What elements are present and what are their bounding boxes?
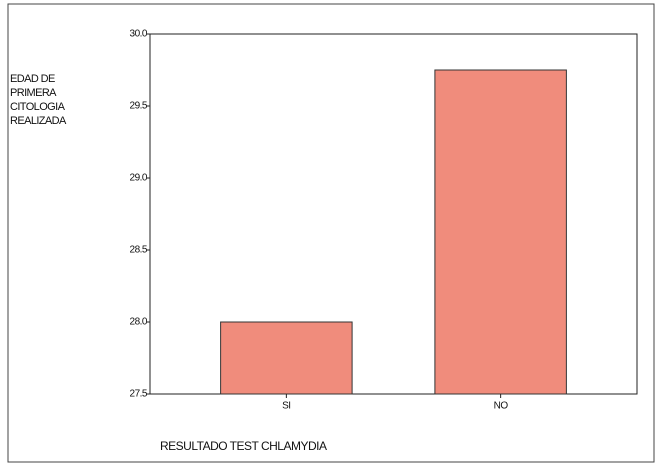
bar	[220, 321, 353, 395]
y-tick-label: 30.0	[130, 29, 148, 40]
y-tick-label: 28.5	[130, 245, 148, 256]
x-tick-label: NO	[494, 401, 509, 412]
x-tick-label: SI	[282, 401, 290, 412]
y-axis-label: EDAD DE PRIMERA CITOLOGIA REALIZADA	[10, 73, 66, 127]
y-tick-label: 27.5	[130, 389, 148, 400]
y-tick-label: 28.0	[130, 317, 148, 328]
frame	[7, 3, 655, 463]
y-tick-label: 29.5	[130, 101, 148, 112]
x-axis-label: RESULTADO TEST CHLAMYDIA	[160, 439, 327, 453]
plot-area	[149, 33, 638, 395]
bar	[434, 69, 567, 395]
y-tick-label: 29.0	[130, 173, 148, 184]
